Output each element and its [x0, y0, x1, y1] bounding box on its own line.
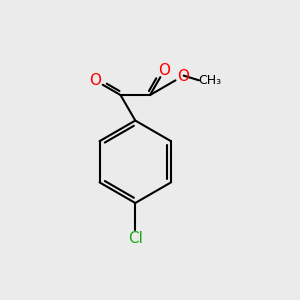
Text: O: O — [90, 73, 102, 88]
Text: Cl: Cl — [128, 231, 143, 246]
Text: O: O — [177, 69, 189, 84]
Text: O: O — [158, 63, 170, 78]
Text: CH₃: CH₃ — [198, 74, 221, 87]
